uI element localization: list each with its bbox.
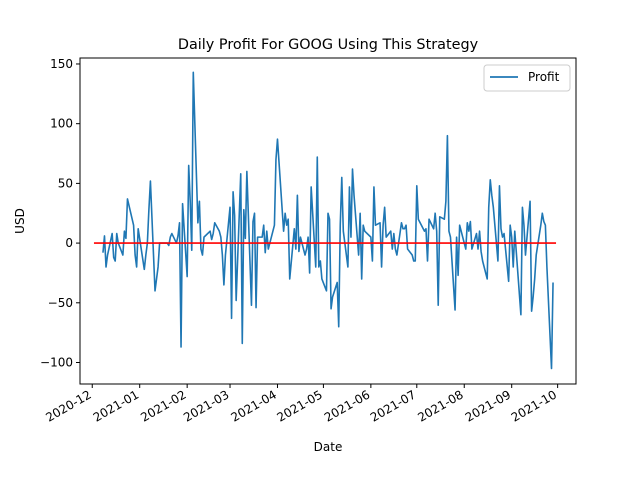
x-tick-label: 2021-08 bbox=[415, 387, 465, 424]
legend-label-profit: Profit bbox=[528, 70, 560, 84]
plot-area bbox=[79, 57, 577, 385]
y-tick-label: −100 bbox=[40, 356, 73, 370]
y-tick-label: 100 bbox=[50, 117, 73, 131]
x-tick-label: 2021-07 bbox=[368, 387, 418, 424]
y-axis: −100 −50 0 50 100 150 bbox=[40, 57, 80, 370]
y-tick-label: −50 bbox=[48, 296, 73, 310]
plot-frame bbox=[79, 57, 577, 385]
x-tick-label: 2020-12 bbox=[43, 387, 93, 424]
chart-title: Daily Profit For GOOG Using This Strateg… bbox=[178, 37, 479, 53]
x-tick-label: 2021-06 bbox=[322, 387, 372, 424]
x-tick-label: 2021-05 bbox=[274, 387, 324, 424]
y-axis-label: USD bbox=[13, 208, 27, 234]
x-tick-label: 2021-02 bbox=[138, 387, 188, 424]
x-tick-label: 2021-01 bbox=[91, 387, 141, 424]
series-layer bbox=[93, 71, 557, 370]
legend: Profit bbox=[483, 64, 571, 92]
x-tick-label: 2021-09 bbox=[463, 387, 513, 424]
x-axis-label: Date bbox=[314, 440, 343, 454]
x-tick-label: 2021-10 bbox=[509, 387, 559, 424]
legend-box bbox=[483, 64, 571, 92]
x-tick-label: 2021-04 bbox=[229, 387, 279, 424]
y-tick-label: 0 bbox=[65, 236, 73, 250]
y-tick-label: 50 bbox=[58, 176, 73, 190]
y-tick-label: 150 bbox=[50, 57, 73, 71]
x-tick-label: 2021-03 bbox=[181, 387, 231, 424]
series-line-0 bbox=[102, 71, 554, 370]
x-axis: 2020-122021-012021-022021-032021-042021-… bbox=[43, 384, 559, 425]
